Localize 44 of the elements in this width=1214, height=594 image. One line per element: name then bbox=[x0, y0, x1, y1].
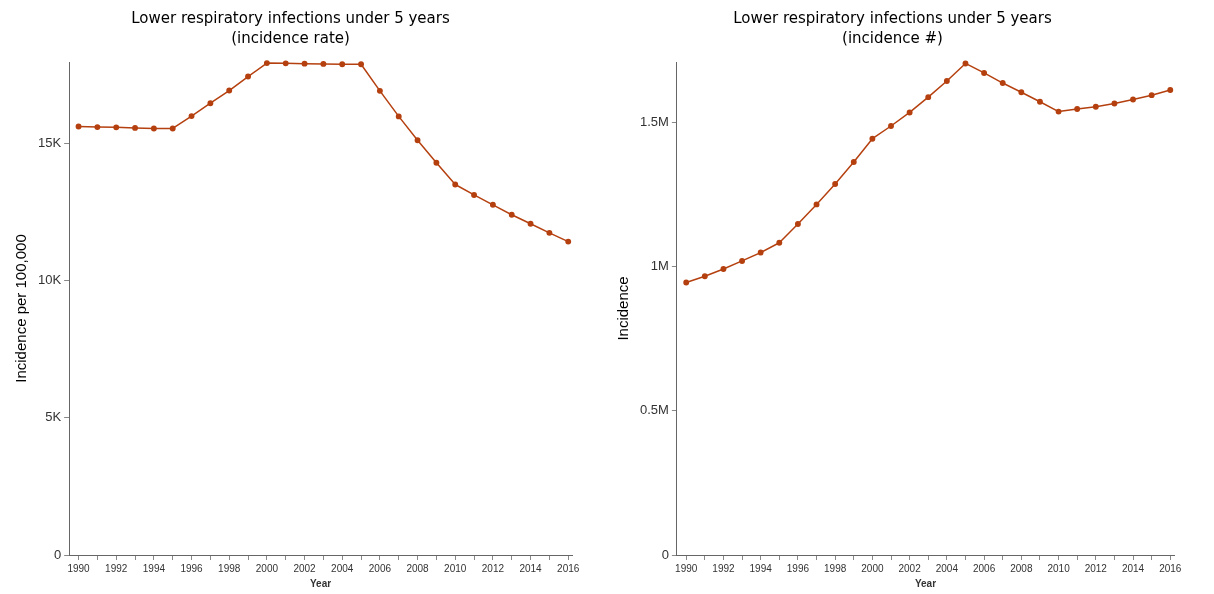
chart-title: Lower respiratory infections under 5 years bbox=[131, 8, 450, 27]
x-tick-label: 2014 bbox=[519, 562, 543, 574]
x-axis-title: Year bbox=[914, 577, 937, 589]
x-tick-label: 2002 bbox=[293, 562, 317, 574]
y-tick-label: 0.5M bbox=[639, 402, 669, 418]
chart-subtitle: (incidence #) bbox=[842, 28, 943, 47]
x-tick-label: 2012 bbox=[1084, 562, 1108, 574]
x-tick-label: 2002 bbox=[898, 562, 922, 574]
chart-subtitle: (incidence rate) bbox=[231, 28, 350, 47]
chart-title: Lower respiratory infections under 5 years bbox=[733, 8, 1052, 27]
x-axis-title: Year bbox=[310, 577, 332, 589]
x-tick-label: 2006 bbox=[972, 562, 996, 574]
x-tick-label: 2016 bbox=[1159, 562, 1182, 574]
x-tick-label: 2004 bbox=[935, 562, 959, 574]
x-tick-label: 1990 bbox=[67, 562, 91, 574]
y-tick-label: 0 bbox=[661, 546, 669, 562]
y-tick-label: 1M bbox=[650, 258, 669, 274]
x-tick-label: 2016 bbox=[557, 562, 580, 574]
x-tick-label: 2014 bbox=[1121, 562, 1145, 574]
x-tick-label: 2010 bbox=[444, 562, 467, 574]
y-tick-label: 10K bbox=[37, 271, 62, 287]
x-tick-label: 2000 bbox=[861, 562, 884, 574]
x-tick-label: 2012 bbox=[481, 562, 505, 574]
x-tick-label: 1992 bbox=[105, 562, 128, 574]
y-axis-title: Incidence per 100,000 bbox=[12, 234, 30, 383]
x-tick-label: 1996 bbox=[180, 562, 204, 574]
x-tick-label: 2000 bbox=[255, 562, 279, 574]
x-tick-label: 1992 bbox=[712, 562, 736, 574]
x-tick-label: 1994 bbox=[142, 562, 166, 574]
x-tick-label: 1990 bbox=[675, 562, 698, 574]
x-tick-label: 2008 bbox=[1010, 562, 1033, 574]
x-tick-label: 2004 bbox=[331, 562, 354, 574]
y-tick-label: 1.5M bbox=[639, 114, 669, 130]
x-tick-label: 1994 bbox=[749, 562, 773, 574]
x-tick-label: 1996 bbox=[786, 562, 810, 574]
x-tick-label: 2008 bbox=[406, 562, 430, 574]
x-tick-label: 2010 bbox=[1047, 562, 1071, 574]
y-axis-title: Incidence bbox=[614, 276, 632, 341]
x-tick-label: 2006 bbox=[368, 562, 392, 574]
y-tick-label: 0 bbox=[53, 546, 62, 562]
x-tick-label: 1998 bbox=[824, 562, 847, 574]
x-tick-label: 1998 bbox=[218, 562, 241, 574]
y-tick-label: 5K bbox=[45, 409, 62, 425]
y-tick-label: 15K bbox=[37, 134, 62, 150]
